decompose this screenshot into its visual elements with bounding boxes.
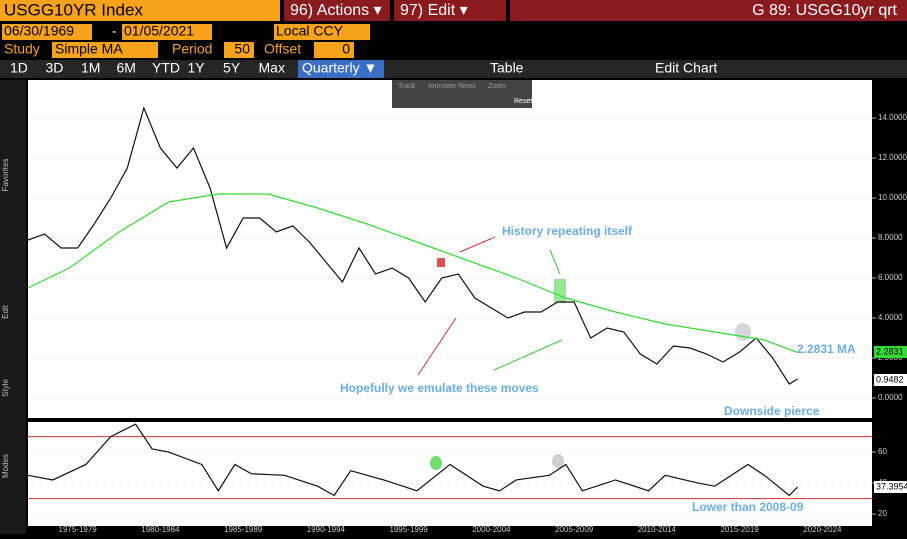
y-tick-label: 60 <box>878 447 887 456</box>
end-date-box[interactable] <box>122 24 212 40</box>
side-label: Edit <box>1 304 10 319</box>
period-button[interactable]: 3D <box>46 60 64 76</box>
last-tag <box>874 481 907 493</box>
period-button[interactable]: 1D <box>10 60 28 76</box>
page-bar <box>510 0 907 21</box>
end-date: 01/05/2021 <box>124 23 194 39</box>
x-tick-label: 2005-2009 <box>555 525 594 534</box>
side-label: Modes <box>1 454 10 478</box>
last-label: 0.9482 <box>876 374 904 384</box>
edit-btn[interactable] <box>394 0 506 21</box>
edit: 97) Edit ▾ <box>400 2 468 19</box>
period-button[interactable]: YTD <box>152 60 180 76</box>
actions-btn[interactable] <box>284 0 390 21</box>
side-bar <box>0 80 26 534</box>
popup-item[interactable]: Reset <box>514 98 532 105</box>
y-tick-label: 8.0000 <box>878 233 903 242</box>
offset-label: Offset <box>264 41 301 57</box>
series-line <box>27 193 798 353</box>
x-tick-label: 1975-1979 <box>59 525 98 534</box>
offset: 0 <box>342 41 350 57</box>
ticker: USGG10YR Index <box>4 0 143 19</box>
period-button[interactable]: 1M <box>81 60 100 76</box>
popup-item[interactable]: Zoom <box>488 83 506 90</box>
x-tick-label: 1985-1989 <box>224 525 263 534</box>
annotation: History repeating itself <box>502 224 633 238</box>
start-date-box[interactable] <box>2 24 92 40</box>
x-tick-label: 1990-1994 <box>307 525 346 534</box>
annotation: Lower than 2008-09 <box>692 500 804 514</box>
edit-chart[interactable]: Edit Chart <box>655 60 717 76</box>
annotation: Downside pierce <box>724 404 820 418</box>
x-tick-label: 2000-2004 <box>472 525 511 534</box>
last-tag <box>874 346 907 358</box>
x-tick-label: 2010-2014 <box>638 525 677 534</box>
highlight-box <box>437 258 445 267</box>
period-label: Period <box>172 41 212 57</box>
annotation: Hopefully we emulate these moves <box>340 381 539 395</box>
freq-box[interactable] <box>298 60 384 78</box>
y-tick-label: 4.0000 <box>878 313 903 322</box>
period-button[interactable]: 1Y <box>188 60 206 76</box>
price-panel <box>28 80 872 418</box>
ticker-box[interactable] <box>0 0 280 21</box>
y-tick-label: 20 <box>878 509 887 518</box>
arrow <box>459 236 496 253</box>
y-tick-label: 12.0000 <box>878 153 907 162</box>
last-label: 37.3954 <box>876 481 907 491</box>
dash: - <box>112 23 117 39</box>
arrow <box>417 317 457 376</box>
period-button[interactable]: 6M <box>117 60 136 76</box>
popup-item[interactable]: Track <box>398 83 416 90</box>
frequency: Quarterly ▼ <box>302 60 377 76</box>
popup <box>392 80 532 108</box>
toolbar <box>0 60 907 78</box>
y-tick-label: 6.0000 <box>878 273 903 282</box>
period: 50 <box>234 41 250 57</box>
side-label: Favorites <box>1 159 10 192</box>
series-line <box>27 106 798 385</box>
highlight-ellipse <box>735 323 751 341</box>
page-title: G 89: USGG10yr qrt <box>752 2 897 19</box>
x-tick-label: 2015-2019 <box>720 525 759 534</box>
highlight-ellipse <box>430 456 442 470</box>
table[interactable]: Table <box>490 60 524 76</box>
highlight-box <box>554 279 566 303</box>
highlight-ellipse <box>552 454 564 468</box>
period-button[interactable]: 5Y <box>223 60 241 76</box>
x-tick-label: 1995-1999 <box>389 525 428 534</box>
last-tag <box>874 374 907 386</box>
start-date: 06/30/1969 <box>4 23 74 39</box>
x-tick-label: 2020-2024 <box>803 525 842 534</box>
y-tick-label: 14.0000 <box>878 113 907 122</box>
last-label: 2.2831 <box>876 346 904 356</box>
ccy-box[interactable] <box>274 24 370 40</box>
y-tick-label: 0.0000 <box>878 393 903 402</box>
y-tick-label: 10.0000 <box>878 193 907 202</box>
offset-box[interactable] <box>314 42 354 58</box>
period-button[interactable]: Max <box>259 60 285 76</box>
arrow <box>549 249 561 275</box>
rsi-panel <box>28 422 872 526</box>
period-box[interactable] <box>224 42 254 58</box>
x-tick-label: 1980-1984 <box>141 525 180 534</box>
side-label: Style <box>1 379 10 397</box>
actions: 96) Actions ▾ <box>290 2 382 19</box>
popup-item[interactable]: Annotate <box>428 83 456 90</box>
arrow <box>493 339 563 371</box>
series-line <box>27 423 798 497</box>
ccy: Local CCY <box>276 23 344 39</box>
study-label: Study <box>4 41 40 57</box>
annotation: 2.2831 MA <box>797 342 856 356</box>
study-name: Simple MA <box>55 41 123 57</box>
popup-item[interactable]: News <box>458 83 476 90</box>
study-box[interactable] <box>52 42 158 58</box>
